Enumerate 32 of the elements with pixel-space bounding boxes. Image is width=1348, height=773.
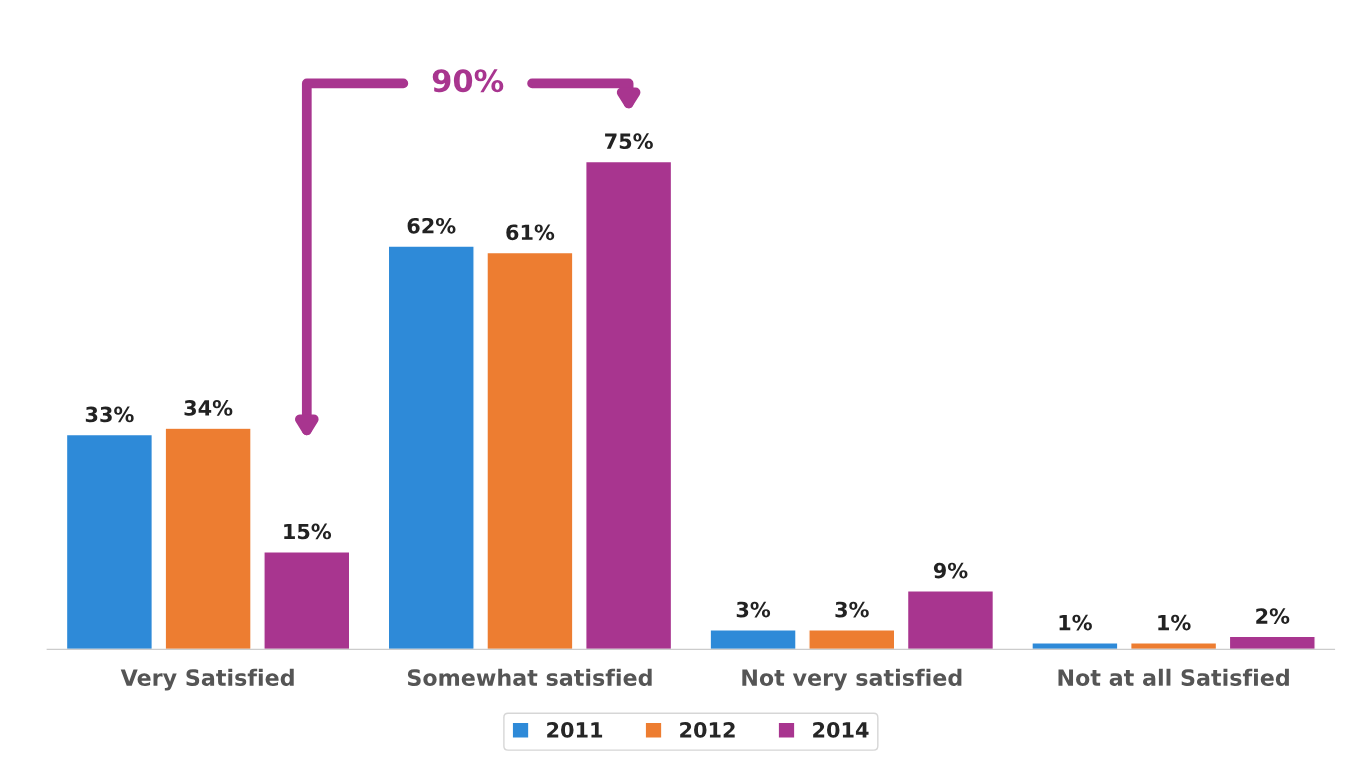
data-label: 3% [835, 601, 869, 618]
bar [1129, 642, 1218, 650]
data-label: 2% [1256, 608, 1290, 624]
legend-label: 2014 [813, 722, 869, 738]
data-label: 61% [506, 224, 555, 241]
legend-label: 2011 [547, 722, 603, 738]
bar [486, 251, 574, 650]
bar [1228, 635, 1316, 650]
data-label: 75% [605, 133, 653, 150]
bar [906, 590, 995, 650]
x-tick-label: Not very satisfied [742, 668, 962, 691]
bar [1031, 642, 1119, 650]
bar [164, 427, 252, 650]
bar [387, 245, 475, 650]
data-label: 62% [407, 217, 456, 234]
x-tick-label: Not at all Satisfied [1058, 668, 1289, 686]
bar [263, 551, 351, 650]
x-tick-label: Somewhat satisfied [407, 668, 652, 686]
bar [65, 433, 154, 650]
bar [709, 629, 797, 650]
data-label: 1% [1158, 614, 1191, 631]
x-tick-label: Very Satisfied [120, 668, 294, 691]
data-label: 15% [284, 523, 332, 540]
data-label: 33% [85, 406, 134, 423]
bar [808, 629, 896, 650]
bar [585, 160, 673, 650]
legend-label: 2012 [680, 722, 735, 738]
data-label: 9% [933, 562, 968, 579]
text: 90% [432, 69, 504, 93]
data-label: 3% [736, 601, 771, 618]
data-label: 34% [184, 400, 233, 416]
data-label: 1% [1059, 614, 1092, 631]
